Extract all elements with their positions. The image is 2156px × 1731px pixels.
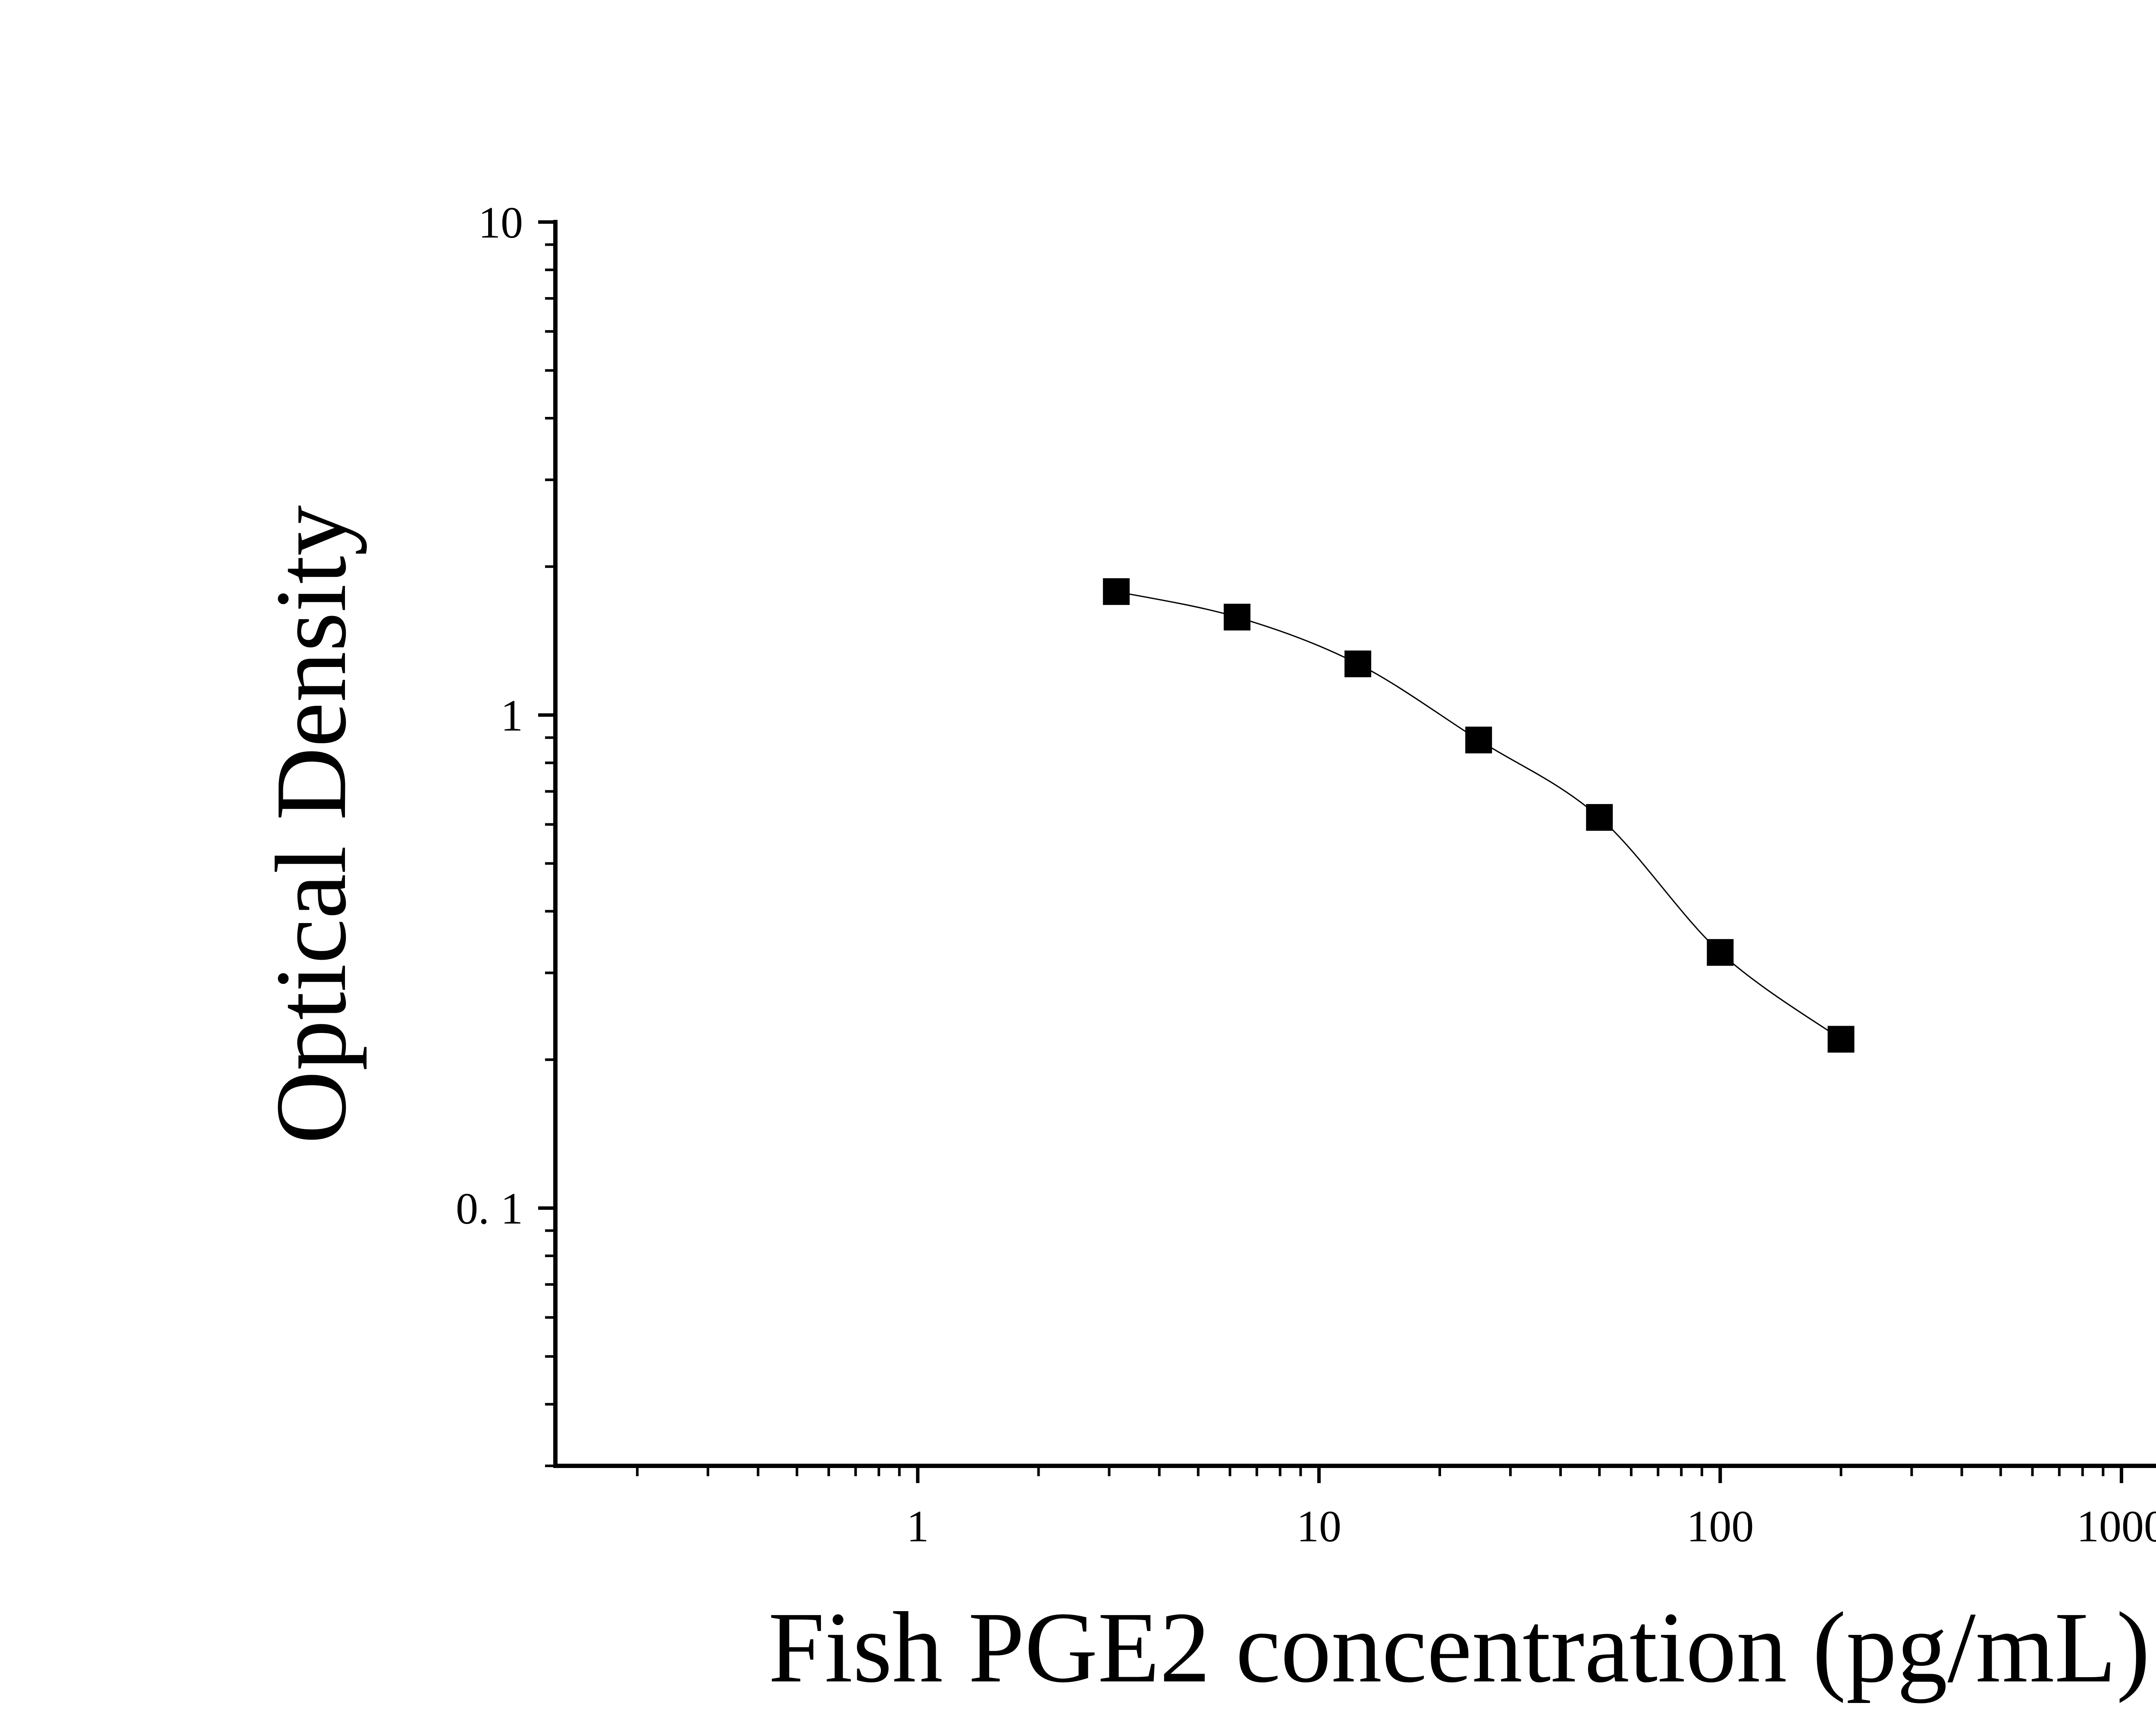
x-axis-title: Fish PGE2 concentration (pg/mL) bbox=[768, 1591, 2150, 1703]
fit-curve bbox=[1116, 591, 1842, 1040]
data-points bbox=[1103, 578, 1855, 1053]
y-axis-ticks bbox=[538, 220, 555, 1467]
data-point bbox=[1344, 650, 1372, 677]
data-point bbox=[1707, 939, 1734, 966]
y-tick-label: 0. 1 bbox=[456, 1184, 523, 1233]
y-tick-label: 1 bbox=[501, 691, 523, 741]
y-axis-tick-labels: 0. 1 1 10 bbox=[456, 198, 523, 1233]
x-tick-label: 10 bbox=[1297, 1502, 1341, 1551]
x-tick-label: 1 bbox=[906, 1502, 929, 1551]
y-axis-title: Optical Density bbox=[255, 505, 367, 1144]
x-tick-label: 100 bbox=[1686, 1502, 1754, 1551]
data-point bbox=[1827, 1026, 1855, 1053]
data-point bbox=[1103, 578, 1130, 605]
x-axis-ticks bbox=[636, 1466, 2123, 1483]
x-axis-tick-labels: 1 10 100 1000 bbox=[906, 1502, 2156, 1551]
data-point bbox=[1465, 726, 1492, 754]
y-tick-label: 10 bbox=[478, 198, 523, 247]
x-tick-label: 1000 bbox=[2077, 1502, 2156, 1551]
data-point bbox=[1586, 804, 1613, 831]
data-point bbox=[1223, 604, 1250, 631]
